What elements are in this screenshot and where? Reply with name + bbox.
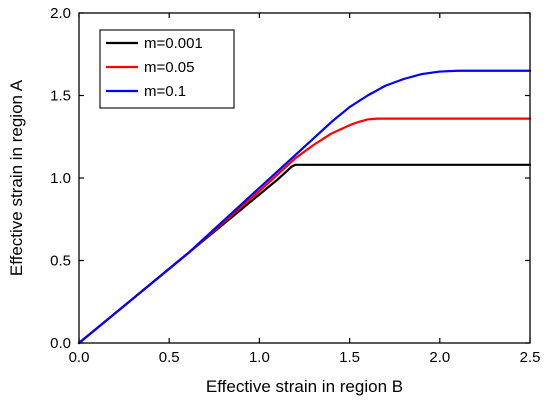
y-tick-label: 1.5 [50,88,71,105]
legend-label: m=0.1 [144,83,186,100]
x-axis-title: Effective strain in region B [206,377,403,396]
ticks-layer: 0.0 0.5 1.0 1.5 2.0 2.5 0.0 0.5 1.0 1.5 2.0 [50,5,540,366]
x-tick-label: 2.0 [429,349,450,366]
series-layer [77,69,532,345]
y-tick-label: 0.5 [50,253,71,270]
legend-label: m=0.05 [144,59,194,76]
x-tick-label: 0.5 [159,349,180,366]
legend-label: m=0.001 [144,35,203,52]
series-line-2 [77,117,532,345]
x-tick-label: 0.0 [69,349,90,366]
legend: m=0.001 m=0.05 m=0.1 [99,29,235,109]
series-line-1 [77,163,532,345]
y-tick-label: 1.0 [50,170,71,187]
x-tick-label: 1.0 [249,349,270,366]
y-tick-label: 0.0 [50,335,71,352]
x-tick-label: 2.5 [520,349,541,366]
series-line-3 [77,69,532,345]
x-tick-label: 1.5 [339,349,360,366]
y-axis-title: Effective strain in region A [7,79,26,276]
y-tick-label: 2.0 [50,5,71,22]
